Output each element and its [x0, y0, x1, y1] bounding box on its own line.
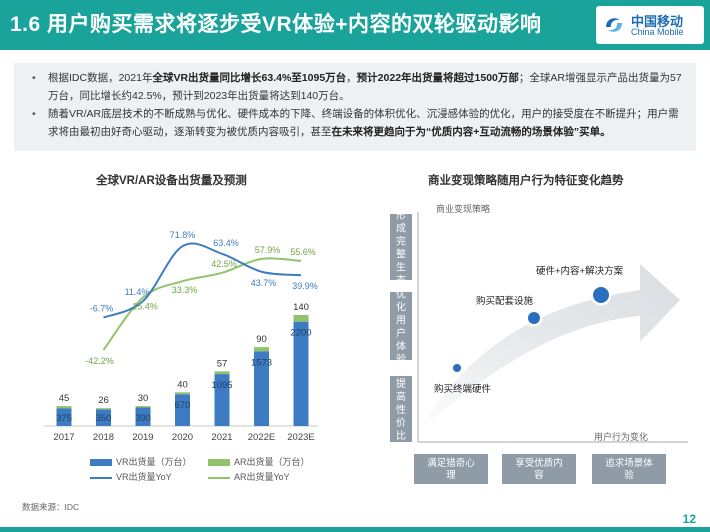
ar-yoy-label: 55.6% — [290, 247, 316, 257]
ar-value-label: 57 — [217, 358, 228, 369]
stage-dot — [528, 312, 540, 324]
vr-bar — [293, 321, 309, 426]
vr-bar — [254, 351, 269, 426]
vr-yoy-label: 71.8% — [170, 230, 196, 240]
vr-yoy-label: 63.4% — [213, 238, 239, 248]
stage-label: 购买配套设施 — [476, 295, 534, 307]
china-mobile-logo-icon — [606, 18, 622, 32]
x-level-label: 享受优质内容 — [515, 457, 563, 481]
x-tick-label: 2022E — [248, 432, 275, 443]
vr-yoy-line — [103, 242, 302, 319]
logo-text-en: China Mobile — [631, 27, 684, 37]
y-level-box — [390, 376, 412, 442]
vr-value-label: 350 — [96, 413, 112, 424]
vr-bar — [214, 374, 230, 426]
ar-yoy-label: -42.2% — [85, 356, 114, 366]
ar-yoy-label: 15.4% — [132, 302, 158, 312]
stage-dot — [593, 287, 609, 303]
ar-bar — [56, 406, 72, 409]
right-chart-title: 商业变现策略随用户行为特征变化趋势 — [428, 175, 624, 187]
vr-bar — [96, 409, 111, 426]
ar-value-label: 45 — [59, 393, 70, 404]
y-level-box — [390, 292, 412, 360]
ar-bar — [175, 392, 190, 395]
legend-ar-yoy: AR出货量YoY — [208, 470, 290, 483]
data-source: 数据来源：IDC — [22, 502, 80, 512]
x-level-box — [592, 454, 666, 484]
stage-dot — [453, 364, 461, 372]
x-tick-label: 2021 — [211, 432, 232, 443]
x-axis-label: 用户行为变化 — [594, 431, 648, 442]
x-tick-label: 2023E — [287, 432, 314, 443]
ar-bar — [293, 315, 309, 322]
ar-value-label: 40 — [177, 379, 188, 390]
ar-value-label: 140 — [293, 302, 309, 313]
ar-yoy-label: 57.9% — [255, 245, 281, 255]
page-number: 12 — [682, 512, 696, 526]
ar-yoy-label: 42.5% — [211, 259, 237, 269]
summary-box: 根据IDC数据，2021年全球VR出货量同比增长63.4%至1095万台，预计2… — [14, 63, 696, 151]
x-level-box — [502, 454, 576, 484]
trend-arrow — [418, 264, 680, 432]
vr-yoy-label: -6.7% — [90, 304, 114, 314]
x-level-label: 追求场景体验 — [605, 457, 653, 481]
ar-yoy-line — [102, 257, 302, 351]
ar-bar — [135, 406, 151, 408]
y-level-label: 形成完整生态 — [396, 210, 406, 287]
vr-value-label: 670 — [175, 400, 191, 411]
vr-value-label: 1095 — [211, 380, 232, 391]
vr-yoy-label: 43.7% — [251, 278, 277, 288]
bullet-1: 根据IDC数据，2021年全球VR出货量同比增长63.4%至1095万台，预计2… — [32, 69, 686, 105]
legend-vr-yoy: VR出货量YoY — [90, 470, 172, 483]
left-chart-title: 全球VR/AR设备出货量及预测 — [96, 175, 247, 187]
vr-yoy-label: 11.4% — [125, 287, 150, 297]
y-level-label: 优化用户体验 — [396, 288, 406, 366]
vr-bar — [56, 408, 72, 426]
china-mobile-logo: 中国移动 China Mobile — [596, 6, 704, 44]
x-level-label: 满足猎奇心理 — [427, 457, 475, 481]
vr-value-label: 1573 — [251, 357, 272, 368]
header-bar: 1.6 用户购买需求将逐步受VR体验+内容的双轮驱动影响 中国移动 China … — [0, 0, 710, 50]
x-level-box — [414, 454, 488, 484]
legend-ar-bar: AR出货量（万台） — [208, 455, 310, 468]
vr-value-label: 2200 — [290, 328, 311, 339]
vr-value-label: 390 — [135, 413, 151, 424]
ar-bar — [254, 347, 269, 352]
ar-bar — [214, 371, 230, 375]
x-tick-label: 2020 — [172, 432, 193, 443]
ar-value-label: 90 — [256, 334, 267, 345]
ar-bar — [96, 408, 111, 410]
ar-value-label: 30 — [138, 393, 149, 404]
bullet-2: 随着VR/AR底层技术的不断成熟与优化、硬件成本的下降、终端设备的体积优化、沉浸… — [32, 105, 686, 141]
x-tick-label: 2019 — [132, 432, 153, 443]
stage-label: 硬件+内容+解决方案 — [536, 265, 624, 277]
stage-label: 购买终端硬件 — [434, 383, 492, 395]
left-chart-legend: VR出货量（万台） AR出货量（万台） VR出货量YoY AR出货量YoY — [90, 455, 320, 485]
vr-bar — [175, 394, 190, 426]
vr-yoy-label: 39.9% — [292, 281, 318, 291]
x-tick-label: 2017 — [53, 432, 74, 443]
vr-bar — [135, 407, 151, 426]
vr-value-label: 375 — [56, 413, 72, 424]
ar-yoy-label: 33.3% — [172, 285, 198, 295]
logo-text-cn: 中国移动 — [631, 14, 684, 29]
page-title: 1.6 用户购买需求将逐步受VR体验+内容的双轮驱动影响 — [10, 13, 542, 36]
legend-vr-bar: VR出货量（万台） — [90, 455, 192, 468]
ar-value-label: 26 — [98, 395, 109, 406]
shipment-chart: 375 45 2017 350 26 2018 390 30 2019 670 40 2020 1095… — [44, 230, 318, 443]
x-tick-label: 2018 — [93, 432, 114, 443]
footer-bar — [0, 527, 710, 532]
y-level-label: 提高性价比 — [396, 378, 406, 442]
y-axis-label: 商业变现策略 — [436, 203, 490, 214]
y-level-box — [390, 214, 412, 280]
